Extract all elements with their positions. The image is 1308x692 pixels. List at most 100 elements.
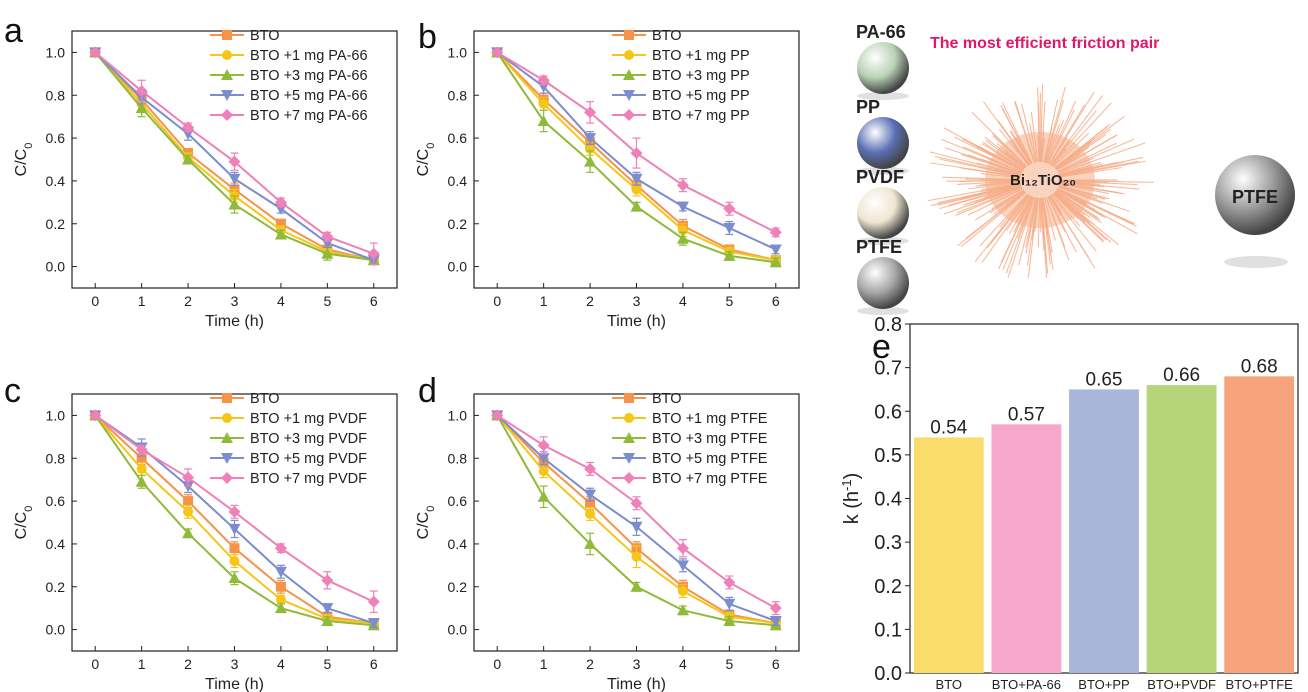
legend-label: BTO +7 mg PTFE (652, 471, 768, 487)
x-tick-label: 2 (586, 293, 594, 309)
legend-marker (221, 432, 233, 443)
data-point (182, 121, 195, 134)
x-tick-label: 4 (277, 656, 285, 672)
data-point (274, 566, 287, 578)
legend-label: BTO +5 mg PA-66 (250, 88, 368, 104)
data-point (537, 114, 550, 126)
y-tick-label: 0.8 (448, 450, 468, 466)
y-axis-title-superscript: -1 (839, 479, 854, 491)
data-point (228, 505, 241, 518)
x-tick-label: 2 (184, 293, 192, 309)
legend-label: BTO +1 mg PA-66 (250, 48, 368, 64)
data-point (135, 102, 148, 114)
sphere-icon (857, 257, 909, 309)
data-point (630, 147, 643, 160)
x-category-label: BTO (936, 677, 963, 692)
sphere-icon (857, 42, 909, 94)
x-axis-title: Time (h) (205, 676, 264, 692)
sphere-shadow (1224, 256, 1288, 268)
y-tick-label: 0.0 (46, 259, 66, 275)
legend-marker (221, 472, 233, 484)
x-axis-title: Time (h) (607, 313, 666, 330)
y-tick-label: 0.2 (448, 216, 468, 232)
x-tick-label: 0 (493, 293, 501, 309)
data-point (182, 471, 195, 484)
data-point (676, 604, 689, 616)
data-point (136, 463, 147, 474)
legend-marker (624, 413, 634, 423)
data-point (367, 595, 380, 608)
legend-marker (221, 90, 233, 101)
x-tick-label: 3 (231, 293, 239, 309)
data-point (228, 572, 241, 584)
legend-label: BTO +1 mg PP (652, 48, 750, 64)
y-axis-title-subscript: 0 (23, 506, 35, 512)
x-category-label: BTO+PA-66 (992, 677, 1061, 692)
data-point (537, 453, 550, 465)
legend-marker (221, 69, 233, 80)
y-tick-label: 0.6 (448, 130, 468, 146)
legend-label: BTO (652, 391, 682, 407)
data-point (630, 580, 643, 592)
y-tick-label: 0.3 (874, 532, 902, 554)
legend-label: BTO +1 mg PVDF (250, 411, 367, 427)
data-point (631, 184, 642, 195)
y-tick-label: 0.4 (874, 489, 902, 511)
sphere-label: PP (856, 97, 880, 117)
data-point (676, 179, 689, 192)
data-point (229, 556, 240, 567)
legend-marker (624, 393, 634, 403)
y-axis-title-subscript: 0 (425, 506, 437, 512)
data-point (723, 249, 736, 261)
data-point (229, 543, 240, 554)
x-tick-label: 2 (184, 656, 192, 672)
y-tick-label: 1.0 (448, 44, 468, 60)
x-tick-label: 6 (772, 293, 780, 309)
y-tick-label: 0.2 (46, 216, 66, 232)
data-point (537, 74, 550, 87)
bi12tio20-urchin (927, 83, 1154, 278)
x-tick-label: 4 (679, 293, 687, 309)
legend-marker (624, 30, 634, 40)
legend-label: BTO (250, 28, 280, 44)
x-tick-label: 4 (277, 293, 285, 309)
bar (1224, 376, 1295, 673)
y-tick-label: 1.0 (46, 44, 66, 60)
data-point (228, 155, 241, 168)
legend-marker (221, 109, 233, 121)
data-point (723, 598, 736, 610)
bar-value-label: 0.65 (1086, 369, 1123, 390)
data-point (274, 602, 287, 614)
legend-marker (222, 30, 232, 40)
data-point (584, 489, 597, 501)
data-point (769, 244, 782, 256)
legend-marker (222, 413, 232, 423)
data-point (183, 496, 194, 507)
data-point (182, 153, 195, 165)
data-point (676, 201, 689, 213)
y-tick-label: 0.2 (874, 576, 902, 598)
x-tick-label: 1 (138, 656, 146, 672)
legend-label: BTO +3 mg PA-66 (250, 68, 368, 84)
x-tick-label: 5 (725, 656, 733, 672)
sphere-icon (857, 187, 909, 239)
bi12tio20-label: Bi₁₂TiO₂₀ (1010, 172, 1076, 189)
x-tick-label: 1 (540, 656, 548, 672)
x-tick-label: 0 (91, 656, 99, 672)
y-tick-label: 0.8 (874, 314, 902, 336)
data-point (584, 537, 597, 549)
y-tick-label: 0.7 (874, 358, 902, 380)
y-tick-label: 0.4 (448, 173, 468, 189)
y-axis-title: k (h-1) (839, 473, 864, 525)
legend-label: BTO +7 mg PP (652, 108, 750, 124)
legend-label: BTO +3 mg PP (652, 68, 750, 84)
y-tick-label: 0.8 (448, 87, 468, 103)
data-point (585, 498, 596, 509)
x-axis-title: Time (h) (205, 313, 264, 330)
data-point (769, 616, 782, 628)
y-tick-label: 0.2 (448, 579, 468, 595)
bar (991, 424, 1062, 673)
data-point (584, 155, 597, 167)
data-point (723, 615, 736, 627)
data-point (538, 466, 549, 477)
